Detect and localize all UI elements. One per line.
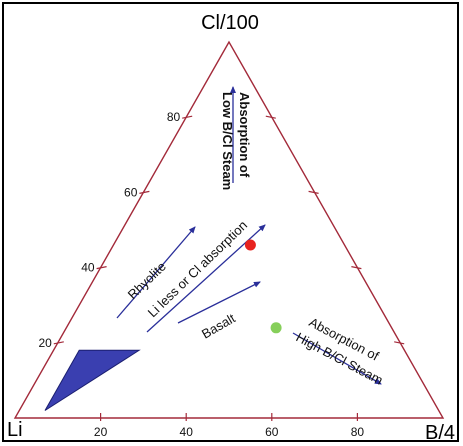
vertex-label-top: Cl/100 bbox=[201, 12, 259, 34]
right-tick-4 bbox=[265, 115, 276, 119]
arrow-li-less bbox=[146, 224, 266, 333]
ternary-triangle bbox=[13, 40, 445, 419]
arrow-rhyolite bbox=[116, 226, 196, 319]
vertex-label-left: Li bbox=[7, 419, 23, 441]
bottom-tick-label: 20 bbox=[94, 425, 108, 439]
left-tick-label: 80 bbox=[167, 110, 181, 124]
right-tick-1 bbox=[394, 341, 405, 345]
left-tick-label: 40 bbox=[81, 261, 95, 275]
arrows bbox=[116, 86, 382, 385]
left-edge-tick-labels: 20 40 60 80 bbox=[38, 110, 180, 350]
annotation-basalt: Basalt bbox=[199, 310, 238, 341]
annotation-low-bcl-line1: Absorption of bbox=[237, 92, 252, 178]
left-tick-1 bbox=[53, 341, 64, 345]
left-tick-3 bbox=[139, 190, 150, 194]
right-tick-3 bbox=[308, 190, 319, 194]
right-edge-ticks bbox=[265, 115, 405, 345]
left-tick-label: 60 bbox=[124, 185, 138, 199]
arrow-high-bcl bbox=[292, 332, 382, 385]
data-point-2 bbox=[270, 322, 282, 334]
bottom-tick-label: 80 bbox=[351, 425, 365, 439]
vertex-label-right: B/4 bbox=[425, 422, 455, 444]
left-tick-4 bbox=[182, 115, 193, 119]
left-tick-label: 20 bbox=[38, 336, 52, 350]
composition-region bbox=[44, 349, 141, 411]
left-edge-ticks bbox=[53, 115, 193, 345]
left-tick-2 bbox=[96, 266, 107, 270]
data-points bbox=[244, 239, 282, 334]
bottom-tick-label: 60 bbox=[265, 425, 279, 439]
arrow-basalt bbox=[177, 281, 261, 324]
annotation-low-bcl-line2: Low B/Cl Steam bbox=[220, 92, 235, 190]
bottom-tick-label: 40 bbox=[180, 425, 194, 439]
bottom-edge-ticks bbox=[99, 413, 358, 421]
bottom-edge-tick-labels: 20 40 60 80 bbox=[94, 425, 364, 439]
right-tick-2 bbox=[351, 266, 362, 270]
data-point-1 bbox=[244, 239, 256, 251]
